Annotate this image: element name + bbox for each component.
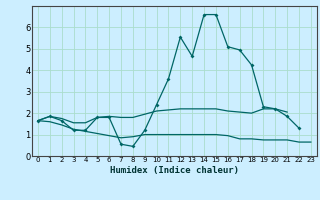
X-axis label: Humidex (Indice chaleur): Humidex (Indice chaleur): [110, 166, 239, 175]
